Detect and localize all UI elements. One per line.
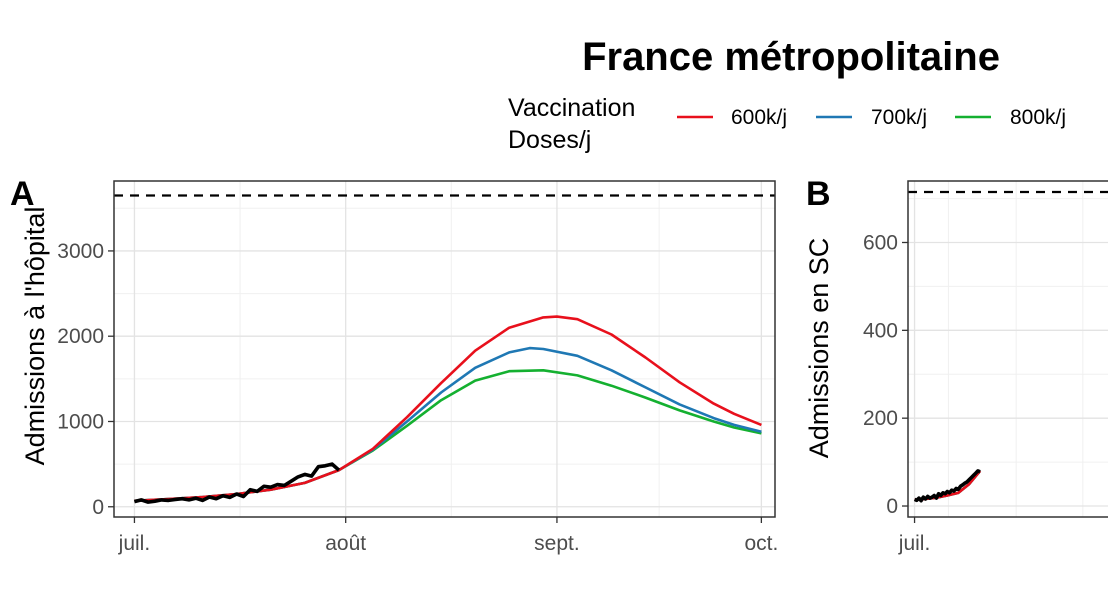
x-tick-label: juil.: [898, 532, 931, 555]
y-tick-label: 3000: [57, 240, 104, 263]
series-line-800k-j: [134, 369, 762, 503]
panel-b-tag: B: [806, 175, 831, 213]
panel-a-frame: [113, 180, 776, 518]
series-line-700k-j: [134, 346, 762, 503]
series-line-600k-j: [914, 470, 982, 502]
x-tick-label: oct.: [744, 532, 778, 555]
y-tick-label: 2000: [57, 325, 104, 348]
panel-b-y-axis-title: Admissions en SC: [804, 238, 834, 459]
panel-b-series: [908, 190, 1108, 503]
panel-b-icu-admissions: B Admissions en SC 0 200 400 600 juil.: [804, 175, 1108, 555]
y-tick-label: 600: [863, 231, 898, 254]
panel-a-tag: A: [10, 175, 35, 213]
x-tick-label: juil.: [118, 532, 151, 555]
y-tick-label: 400: [863, 319, 898, 342]
y-tick-label: 0: [92, 496, 104, 519]
legend-label-600k: 600k/j: [731, 106, 787, 129]
observed-data-line: [913, 469, 981, 503]
panel-b-frame: [907, 180, 1108, 518]
panel-a-y-axis-title: Admissions à l'hôpital: [20, 207, 50, 466]
y-tick-label: 1000: [57, 410, 104, 433]
series-line-600k-j: [134, 315, 762, 503]
legend-label-700k: 700k/j: [871, 106, 927, 129]
panel-a-hospital-admissions: A Admissions à l'hôpital 0 1000 2000 3000 ju…: [10, 175, 778, 555]
y-tick-label: 200: [863, 407, 898, 430]
panel-b-ticks: 0 200 400 600 juil.: [863, 231, 930, 555]
panel-a-gridlines: [114, 181, 775, 517]
chart-title: France métropolitaine: [582, 35, 1000, 79]
legend-title-line2: Doses/j: [508, 126, 591, 154]
panel-a-series: [114, 194, 775, 504]
x-tick-label: août: [325, 532, 366, 555]
y-tick-label: 0: [886, 495, 898, 518]
legend-title-line1: Vaccination: [508, 94, 635, 122]
observed-data-line: [133, 462, 341, 504]
legend-label-800k: 800k/j: [1010, 106, 1066, 129]
panel-a-ticks: 0 1000 2000 3000 juil. août sept. oct.: [57, 240, 778, 555]
x-tick-label: sept.: [534, 532, 580, 555]
panel-b-gridlines: [908, 181, 1108, 517]
legend: Vaccination Doses/j 600k/j 700k/j 800k/j: [508, 94, 1066, 154]
